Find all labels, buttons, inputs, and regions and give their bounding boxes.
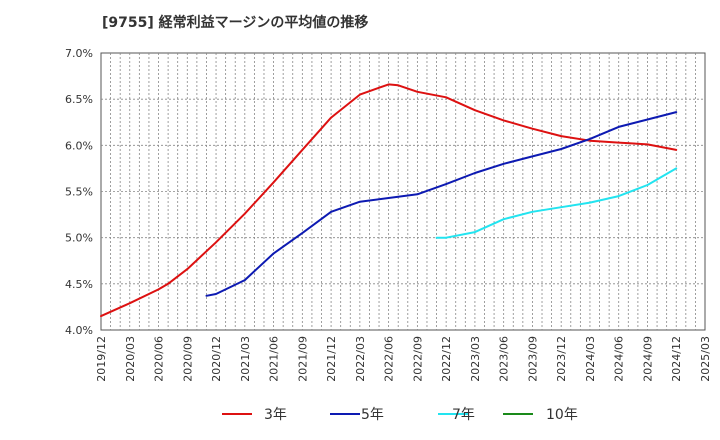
x-tick-label: 2021/09 bbox=[296, 336, 309, 382]
series-line-3 bbox=[435, 167, 678, 239]
x-tick-label: 2024/12 bbox=[670, 336, 683, 382]
y-tick-label: 4.5% bbox=[65, 278, 93, 291]
y-tick-label: 5.0% bbox=[65, 232, 93, 245]
y-tick-label: 6.0% bbox=[65, 139, 93, 152]
chart-title: [9755] 経常利益マージンの平均値の推移 bbox=[102, 15, 369, 31]
x-tick-label: 2024/03 bbox=[584, 336, 597, 382]
legend: 3年 5年 7年 10年 bbox=[222, 407, 578, 423]
x-tick-label: 2023/03 bbox=[469, 336, 482, 382]
x-tick-label: 2024/06 bbox=[613, 336, 626, 382]
x-tick-label: 2020/12 bbox=[210, 336, 223, 382]
series-line-1 bbox=[100, 83, 678, 318]
x-tick-label: 2023/09 bbox=[526, 336, 539, 382]
y-tick-label: 4.0% bbox=[65, 324, 93, 337]
gridlines bbox=[101, 53, 705, 330]
y-tick-label: 6.5% bbox=[65, 93, 93, 106]
x-tick-label: 2019/12 bbox=[95, 336, 108, 382]
x-tick-label: 2021/06 bbox=[268, 336, 281, 382]
x-tick-label: 2022/12 bbox=[440, 336, 453, 382]
x-tick-label: 2021/03 bbox=[239, 336, 252, 382]
legend-label-3: 7年 bbox=[452, 407, 475, 423]
x-axis: 2019/12 2020/03 2020/06 2020/09 2020/12 2021/… bbox=[95, 336, 712, 382]
x-tick-label: 2020/03 bbox=[124, 336, 137, 382]
series-lines bbox=[100, 83, 678, 318]
y-tick-label: 7.0% bbox=[65, 47, 93, 60]
x-tick-label: 2020/09 bbox=[181, 336, 194, 382]
x-tick-label: 2021/12 bbox=[325, 336, 338, 382]
x-tick-label: 2020/06 bbox=[153, 336, 166, 382]
y-axis: 4.0% 4.5% 5.0% 5.5% 6.0% 6.5% 7.0% bbox=[65, 47, 93, 337]
x-tick-label: 2022/06 bbox=[383, 336, 396, 382]
legend-label-4: 10年 bbox=[546, 407, 578, 423]
x-tick-label: 2022/09 bbox=[411, 336, 424, 382]
x-tick-label: 2025/03 bbox=[699, 336, 712, 382]
y-tick-label: 5.5% bbox=[65, 186, 93, 199]
x-tick-label: 2022/03 bbox=[354, 336, 367, 382]
legend-label-2: 5年 bbox=[361, 407, 384, 423]
legend-label-1: 3年 bbox=[264, 407, 287, 423]
x-tick-label: 2023/06 bbox=[498, 336, 511, 382]
x-tick-label: 2023/12 bbox=[555, 336, 568, 382]
x-tick-label: 2024/09 bbox=[641, 336, 654, 382]
series-line-2 bbox=[205, 111, 678, 297]
